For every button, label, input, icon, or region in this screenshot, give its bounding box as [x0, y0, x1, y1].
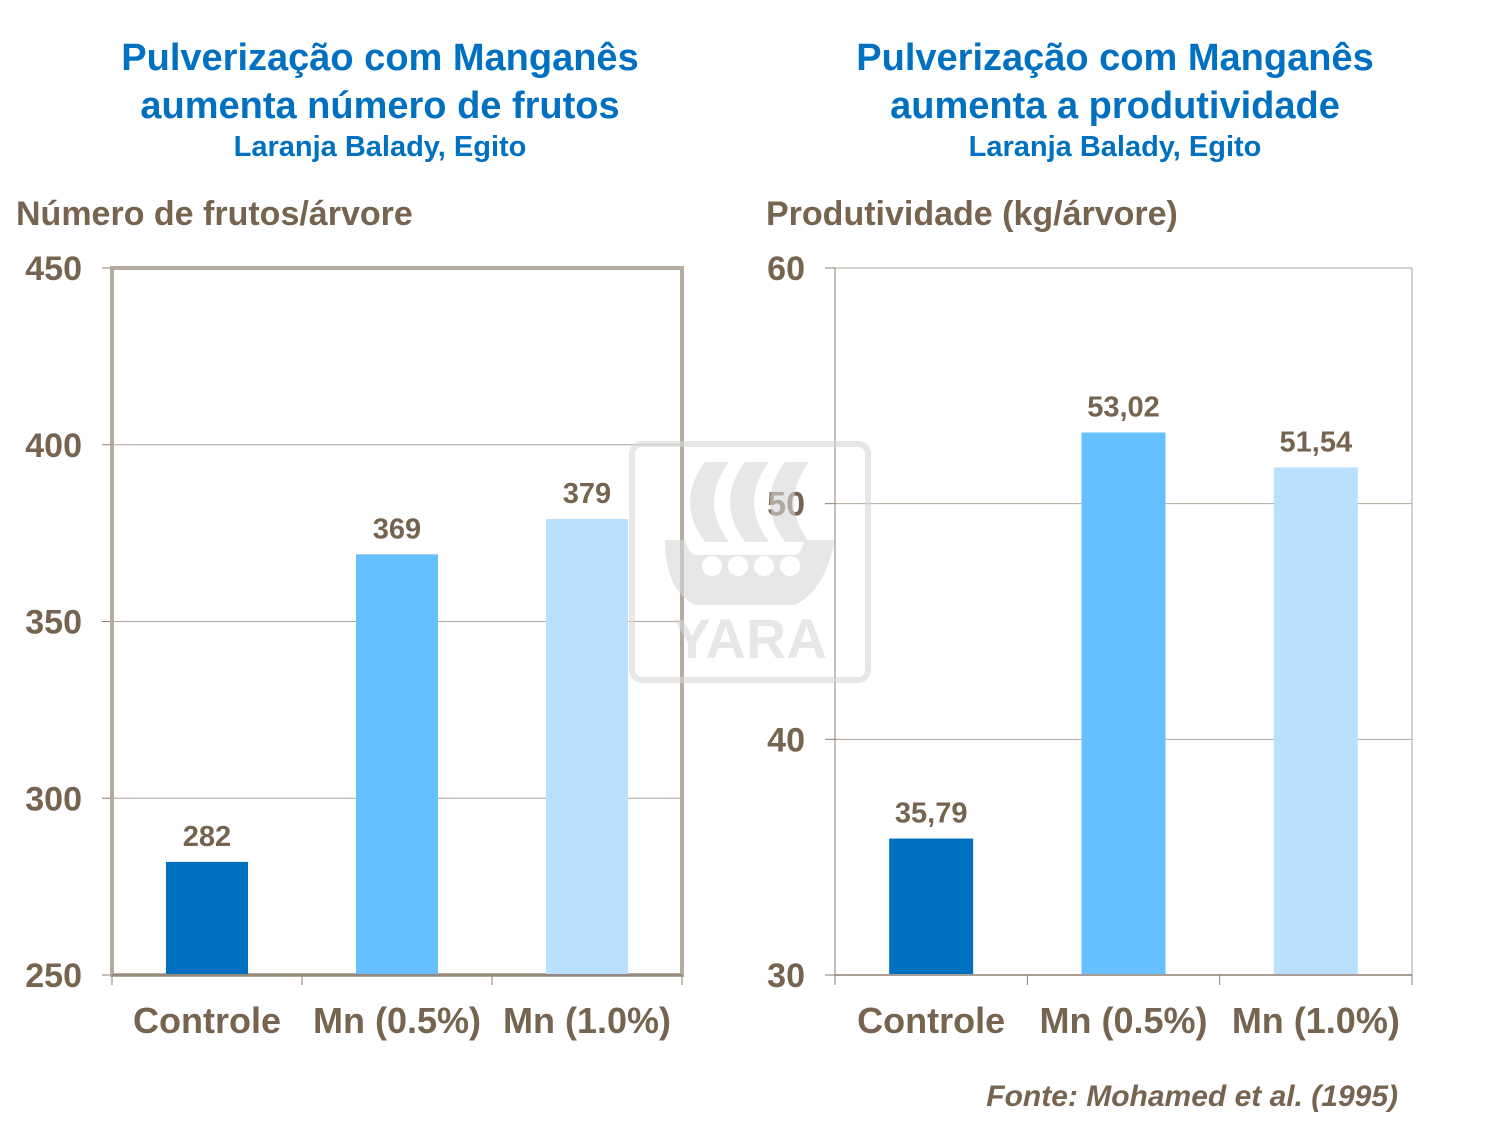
- left-title-line-2: aumenta número de frutos: [140, 85, 620, 127]
- y-tick-label: 30: [767, 957, 805, 995]
- x-tick-label: Controle: [133, 1000, 281, 1041]
- right-subtitle: Laranja Balady, Egito: [968, 131, 1262, 163]
- data-label: 379: [563, 478, 611, 510]
- x-tick-label: Mn (0.5%): [313, 1000, 481, 1041]
- y-tick-label: 450: [25, 250, 82, 288]
- data-label: 369: [373, 513, 421, 545]
- bar: [166, 861, 248, 974]
- y-tick-label: 300: [25, 780, 82, 818]
- bar: [1081, 432, 1166, 974]
- y-tick-label: 40: [767, 721, 805, 759]
- y-tick-label: 250: [25, 957, 82, 995]
- bar: [1273, 467, 1358, 974]
- left-chart-title: Pulverização com Manganês aumenta número…: [40, 34, 720, 164]
- left-chart: 250 300 350 400 450 282 Controle 369 Mn (0.5%) 37…: [25, 250, 684, 1041]
- bar: [546, 518, 628, 974]
- bar: [889, 838, 974, 974]
- x-tick-label: Controle: [857, 1000, 1005, 1041]
- data-label: 282: [183, 821, 231, 853]
- y-tick-label: 60: [767, 250, 805, 288]
- right-chart-title: Pulverização com Manganês aumenta a prod…: [770, 34, 1460, 164]
- bar: [356, 554, 438, 974]
- watermark-text: YARA: [673, 607, 827, 670]
- left-title-line-1: Pulverização com Manganês: [121, 37, 639, 79]
- x-tick-label: Mn (1.0%): [1232, 1000, 1400, 1041]
- y-tick-label: 400: [25, 427, 82, 465]
- right-y-axis-label: Produtividade (kg/árvore): [766, 195, 1178, 233]
- data-label: 35,79: [895, 798, 968, 830]
- x-tick-label: Mn (0.5%): [1039, 1000, 1207, 1041]
- yara-watermark-logo: YARA: [629, 441, 871, 683]
- source-note: Fonte: Mohamed et al. (1995): [986, 1080, 1398, 1113]
- y-tick-label: 350: [25, 604, 82, 642]
- data-label: 53,02: [1087, 391, 1160, 423]
- left-subtitle: Laranja Balady, Egito: [233, 131, 527, 163]
- x-tick-label: Mn (1.0%): [503, 1000, 671, 1041]
- right-title-line-2: aumenta a produtividade: [890, 85, 1340, 127]
- data-label: 51,54: [1280, 426, 1353, 458]
- right-title-line-1: Pulverização com Manganês: [856, 37, 1374, 79]
- left-y-axis-label: Número de frutos/árvore: [16, 195, 413, 233]
